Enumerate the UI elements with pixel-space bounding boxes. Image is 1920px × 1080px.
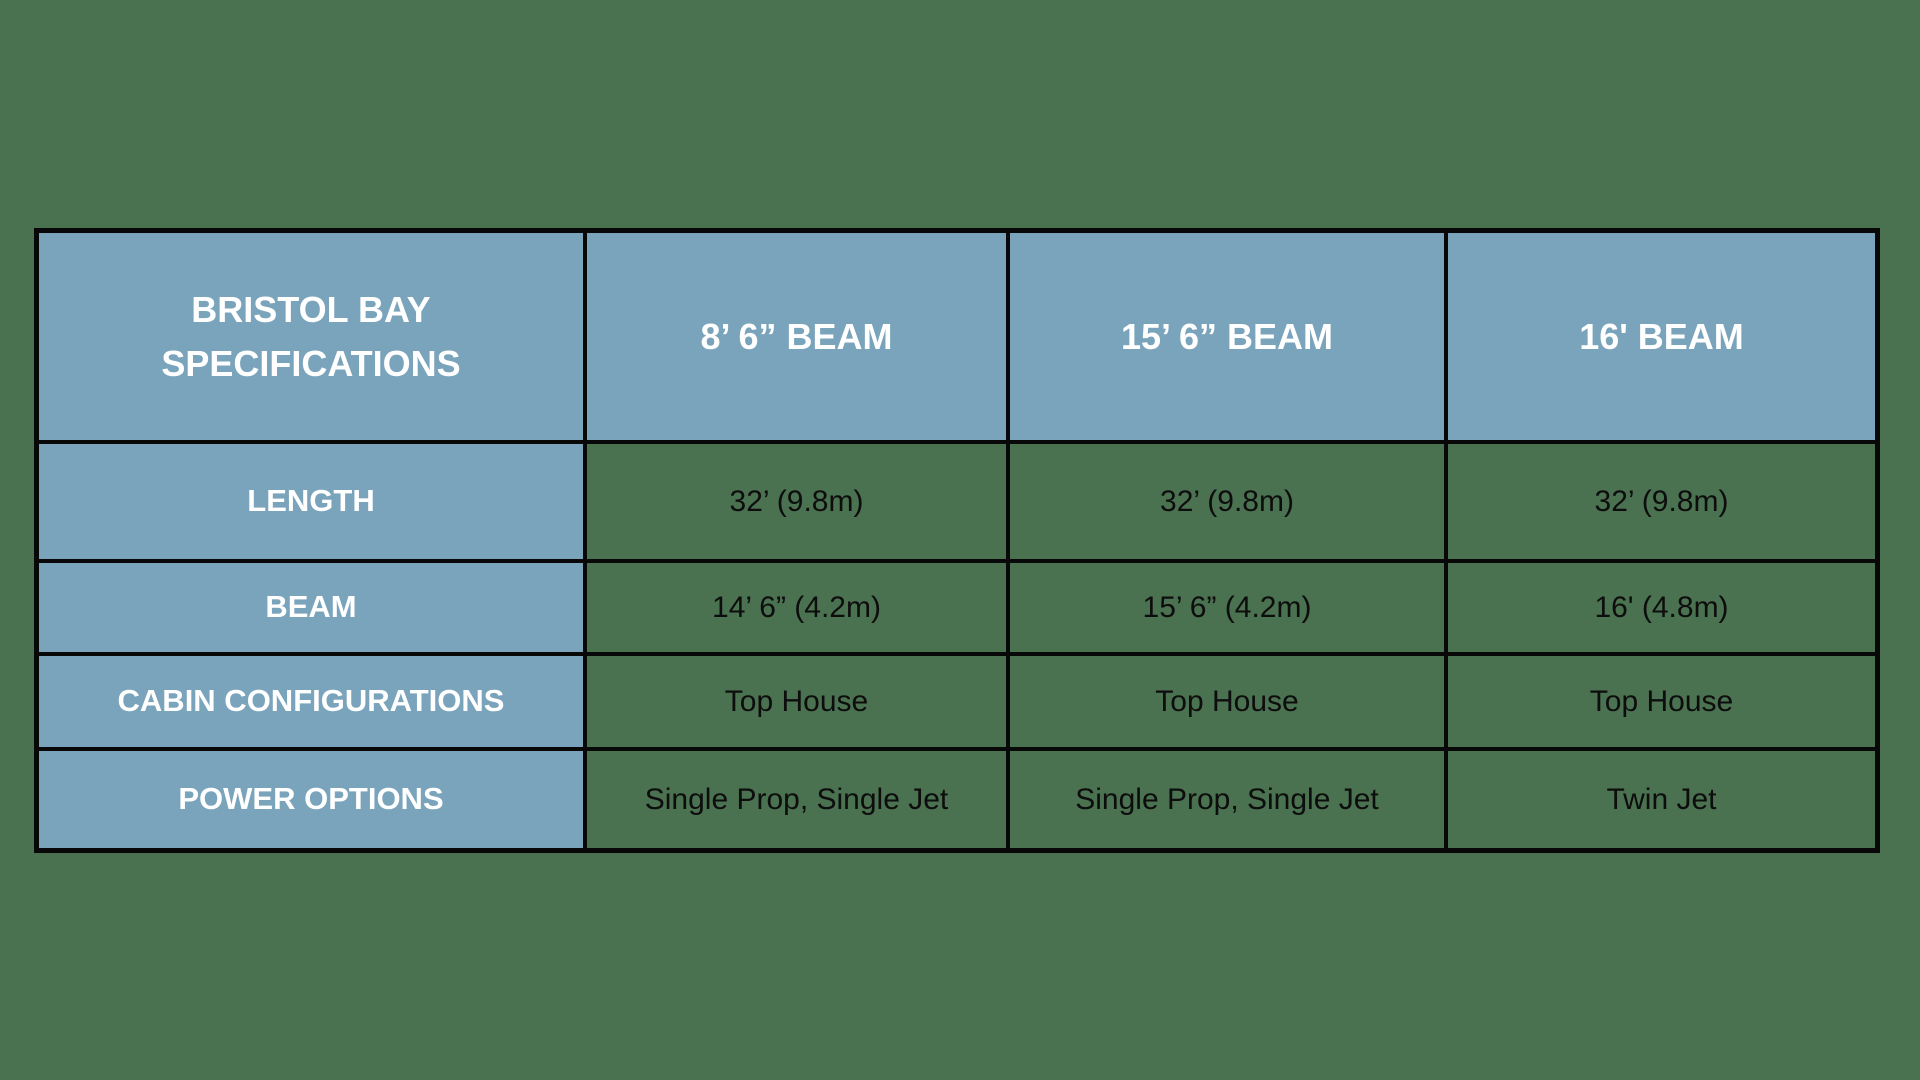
row-label-length: LENGTH — [39, 444, 583, 559]
table-title-line-2: SPECIFICATIONS — [161, 342, 461, 384]
table-title: BRISTOL BAY SPECIFICATIONS — [161, 283, 460, 391]
column-header-8-6-beam: 8’ 6” BEAM — [587, 233, 1006, 440]
value-power-16-beam: Twin Jet — [1448, 751, 1875, 848]
value-cabin-8-6-beam: Top House — [587, 656, 1006, 747]
column-header-16-beam: 16' BEAM — [1448, 233, 1875, 440]
row-label-beam: BEAM — [39, 563, 583, 652]
value-beam-16-beam: 16' (4.8m) — [1448, 563, 1875, 652]
row-label-cabin-configurations: CABIN CONFIGURATIONS — [39, 656, 583, 747]
value-cabin-16-beam: Top House — [1448, 656, 1875, 747]
column-header-15-6-beam: 15’ 6” BEAM — [1010, 233, 1444, 440]
table-title-line-1: BRISTOL BAY — [191, 288, 431, 330]
value-beam-15-6-beam: 15’ 6” (4.2m) — [1010, 563, 1444, 652]
specifications-table: BRISTOL BAY SPECIFICATIONS 8’ 6” BEAM 15… — [34, 228, 1880, 853]
value-length-16-beam: 32’ (9.8m) — [1448, 444, 1875, 559]
value-beam-8-6-beam: 14’ 6” (4.2m) — [587, 563, 1006, 652]
value-power-15-6-beam: Single Prop, Single Jet — [1010, 751, 1444, 848]
value-cabin-15-6-beam: Top House — [1010, 656, 1444, 747]
value-length-8-6-beam: 32’ (9.8m) — [587, 444, 1006, 559]
table-title-cell: BRISTOL BAY SPECIFICATIONS — [39, 233, 583, 440]
value-length-15-6-beam: 32’ (9.8m) — [1010, 444, 1444, 559]
value-power-8-6-beam: Single Prop, Single Jet — [587, 751, 1006, 848]
row-label-power-options: POWER OPTIONS — [39, 751, 583, 848]
